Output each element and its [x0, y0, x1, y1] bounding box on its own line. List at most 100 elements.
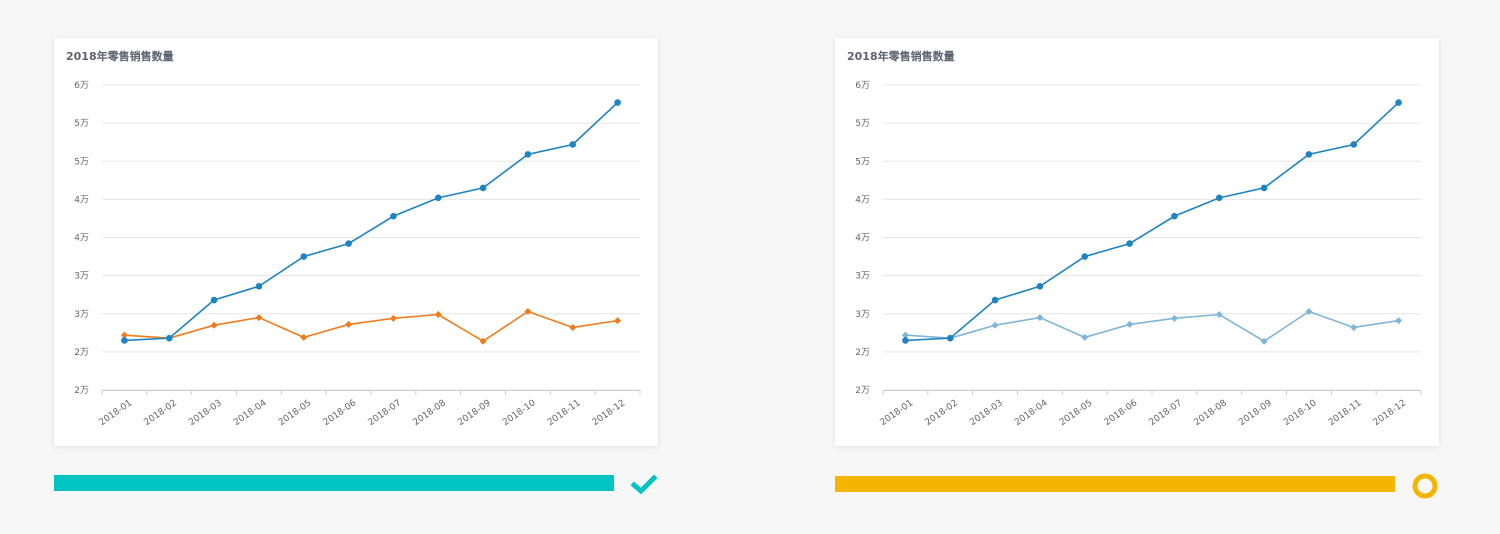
data-point [1126, 240, 1133, 247]
data-point [946, 334, 954, 342]
data-point [1260, 337, 1268, 345]
x-tick-label: 2018-10 [501, 398, 538, 428]
data-point [255, 314, 263, 322]
data-point [1081, 333, 1089, 341]
ring-icon [1412, 473, 1438, 499]
y-tick-label: 3万 [855, 310, 870, 320]
y-tick-label: 6万 [74, 81, 89, 91]
x-tick-label: 2018-04 [232, 398, 269, 428]
data-point [1350, 141, 1358, 148]
x-tick-label: 2018-03 [968, 398, 1005, 428]
data-point [300, 253, 308, 260]
data-point [1170, 314, 1178, 322]
data-point [1081, 253, 1089, 260]
x-tick-label: 2018-01 [879, 398, 916, 428]
data-point [524, 307, 532, 315]
data-point [434, 194, 442, 202]
line-chart-left: 2万 2万 3万 3万 4万 4万 5万 5万 6万 2018-01 2018-02 2018-03 2… [74, 81, 641, 428]
data-point [524, 151, 532, 158]
data-point [210, 296, 218, 304]
data-point [345, 240, 352, 247]
data-point [569, 323, 577, 331]
y-tick-label: 2万 [74, 386, 89, 396]
data-point [345, 320, 353, 328]
data-point [1305, 151, 1313, 158]
data-point [614, 317, 622, 325]
data-point [1305, 307, 1313, 315]
data-point [479, 337, 487, 345]
y-tick-label: 4万 [74, 234, 89, 244]
progress-fill [54, 475, 614, 491]
y-tick-label: 5万 [74, 157, 89, 167]
data-point [390, 212, 397, 220]
data-point [1036, 283, 1044, 290]
x-tick-label: 2018-06 [322, 398, 359, 428]
progress-bar-left [54, 475, 614, 491]
y-tick-label: 4万 [855, 195, 870, 205]
data-point [1260, 184, 1268, 192]
data-point [902, 337, 909, 344]
x-tick-label: 2018-01 [98, 398, 135, 428]
y-tick-label: 3万 [74, 272, 89, 282]
data-point [991, 321, 999, 329]
x-tick-label: 2018-05 [1058, 398, 1095, 428]
data-point [300, 333, 308, 341]
data-point [1215, 311, 1223, 319]
progress-bar-right [835, 476, 1395, 492]
y-tick-label: 3万 [855, 272, 870, 282]
data-point [1395, 99, 1402, 106]
x-tick-label: 2018-11 [1327, 398, 1364, 428]
x-tick-label: 2018-10 [1282, 398, 1319, 428]
x-tick-label: 2018-09 [1237, 398, 1274, 428]
y-tick-label: 5万 [855, 157, 870, 167]
data-point [389, 314, 397, 322]
data-point [1395, 317, 1403, 325]
chart-title: 2018年零售销售数量 [847, 50, 955, 63]
data-point [614, 99, 621, 106]
y-tick-label: 5万 [74, 119, 89, 129]
x-tick-label: 2018-02 [923, 398, 960, 428]
y-tick-label: 2万 [855, 386, 870, 396]
data-point [434, 311, 442, 319]
x-tick-label: 2018-05 [277, 398, 314, 428]
chart-card-right: 2018年零售销售数量 2万 2万 3万 3万 4万 4万 5万 5万 6万 2018-01 201… [835, 38, 1439, 446]
series-line [905, 310, 1399, 343]
x-tick-label: 2018-09 [456, 398, 493, 428]
data-point [120, 331, 128, 339]
x-tick-label: 2018-12 [1372, 398, 1409, 428]
x-tick-label: 2018-02 [142, 398, 179, 428]
x-tick-label: 2018-07 [1148, 398, 1185, 428]
y-tick-label: 5万 [855, 119, 870, 129]
x-tick-label: 2018-06 [1103, 398, 1140, 428]
data-point [1350, 323, 1358, 331]
y-tick-label: 2万 [855, 348, 870, 358]
y-tick-label: 2万 [74, 348, 89, 358]
data-point [1036, 314, 1044, 322]
check-icon [631, 475, 657, 495]
data-point [165, 334, 173, 342]
x-tick-label: 2018-12 [591, 398, 628, 428]
data-point [1215, 194, 1223, 202]
data-point [901, 331, 909, 339]
progress-fill [835, 476, 1395, 492]
series-line [905, 101, 1400, 342]
data-point [210, 321, 218, 329]
data-point [479, 184, 487, 192]
series-line [124, 101, 619, 342]
y-tick-label: 3万 [74, 310, 89, 320]
y-tick-label: 4万 [855, 234, 870, 244]
x-tick-label: 2018-08 [1192, 398, 1229, 428]
data-point [121, 337, 128, 344]
data-point [1171, 212, 1178, 220]
y-tick-label: 4万 [74, 195, 89, 205]
data-point [255, 283, 263, 290]
y-tick-label: 6万 [855, 81, 870, 91]
series-line [124, 310, 618, 343]
x-tick-label: 2018-07 [367, 398, 404, 428]
x-tick-label: 2018-11 [546, 398, 583, 428]
data-point [569, 141, 577, 148]
chart-card-left: 2018年零售销售数量 2万 2万 3万 3万 4万 4万 5万 5万 6万 2018-01 201… [54, 38, 658, 446]
line-chart-right: 2万 2万 3万 3万 4万 4万 5万 5万 6万 2018-01 2018-02 2018-03 2… [855, 81, 1422, 428]
x-tick-label: 2018-08 [411, 398, 448, 428]
x-tick-label: 2018-04 [1013, 398, 1050, 428]
